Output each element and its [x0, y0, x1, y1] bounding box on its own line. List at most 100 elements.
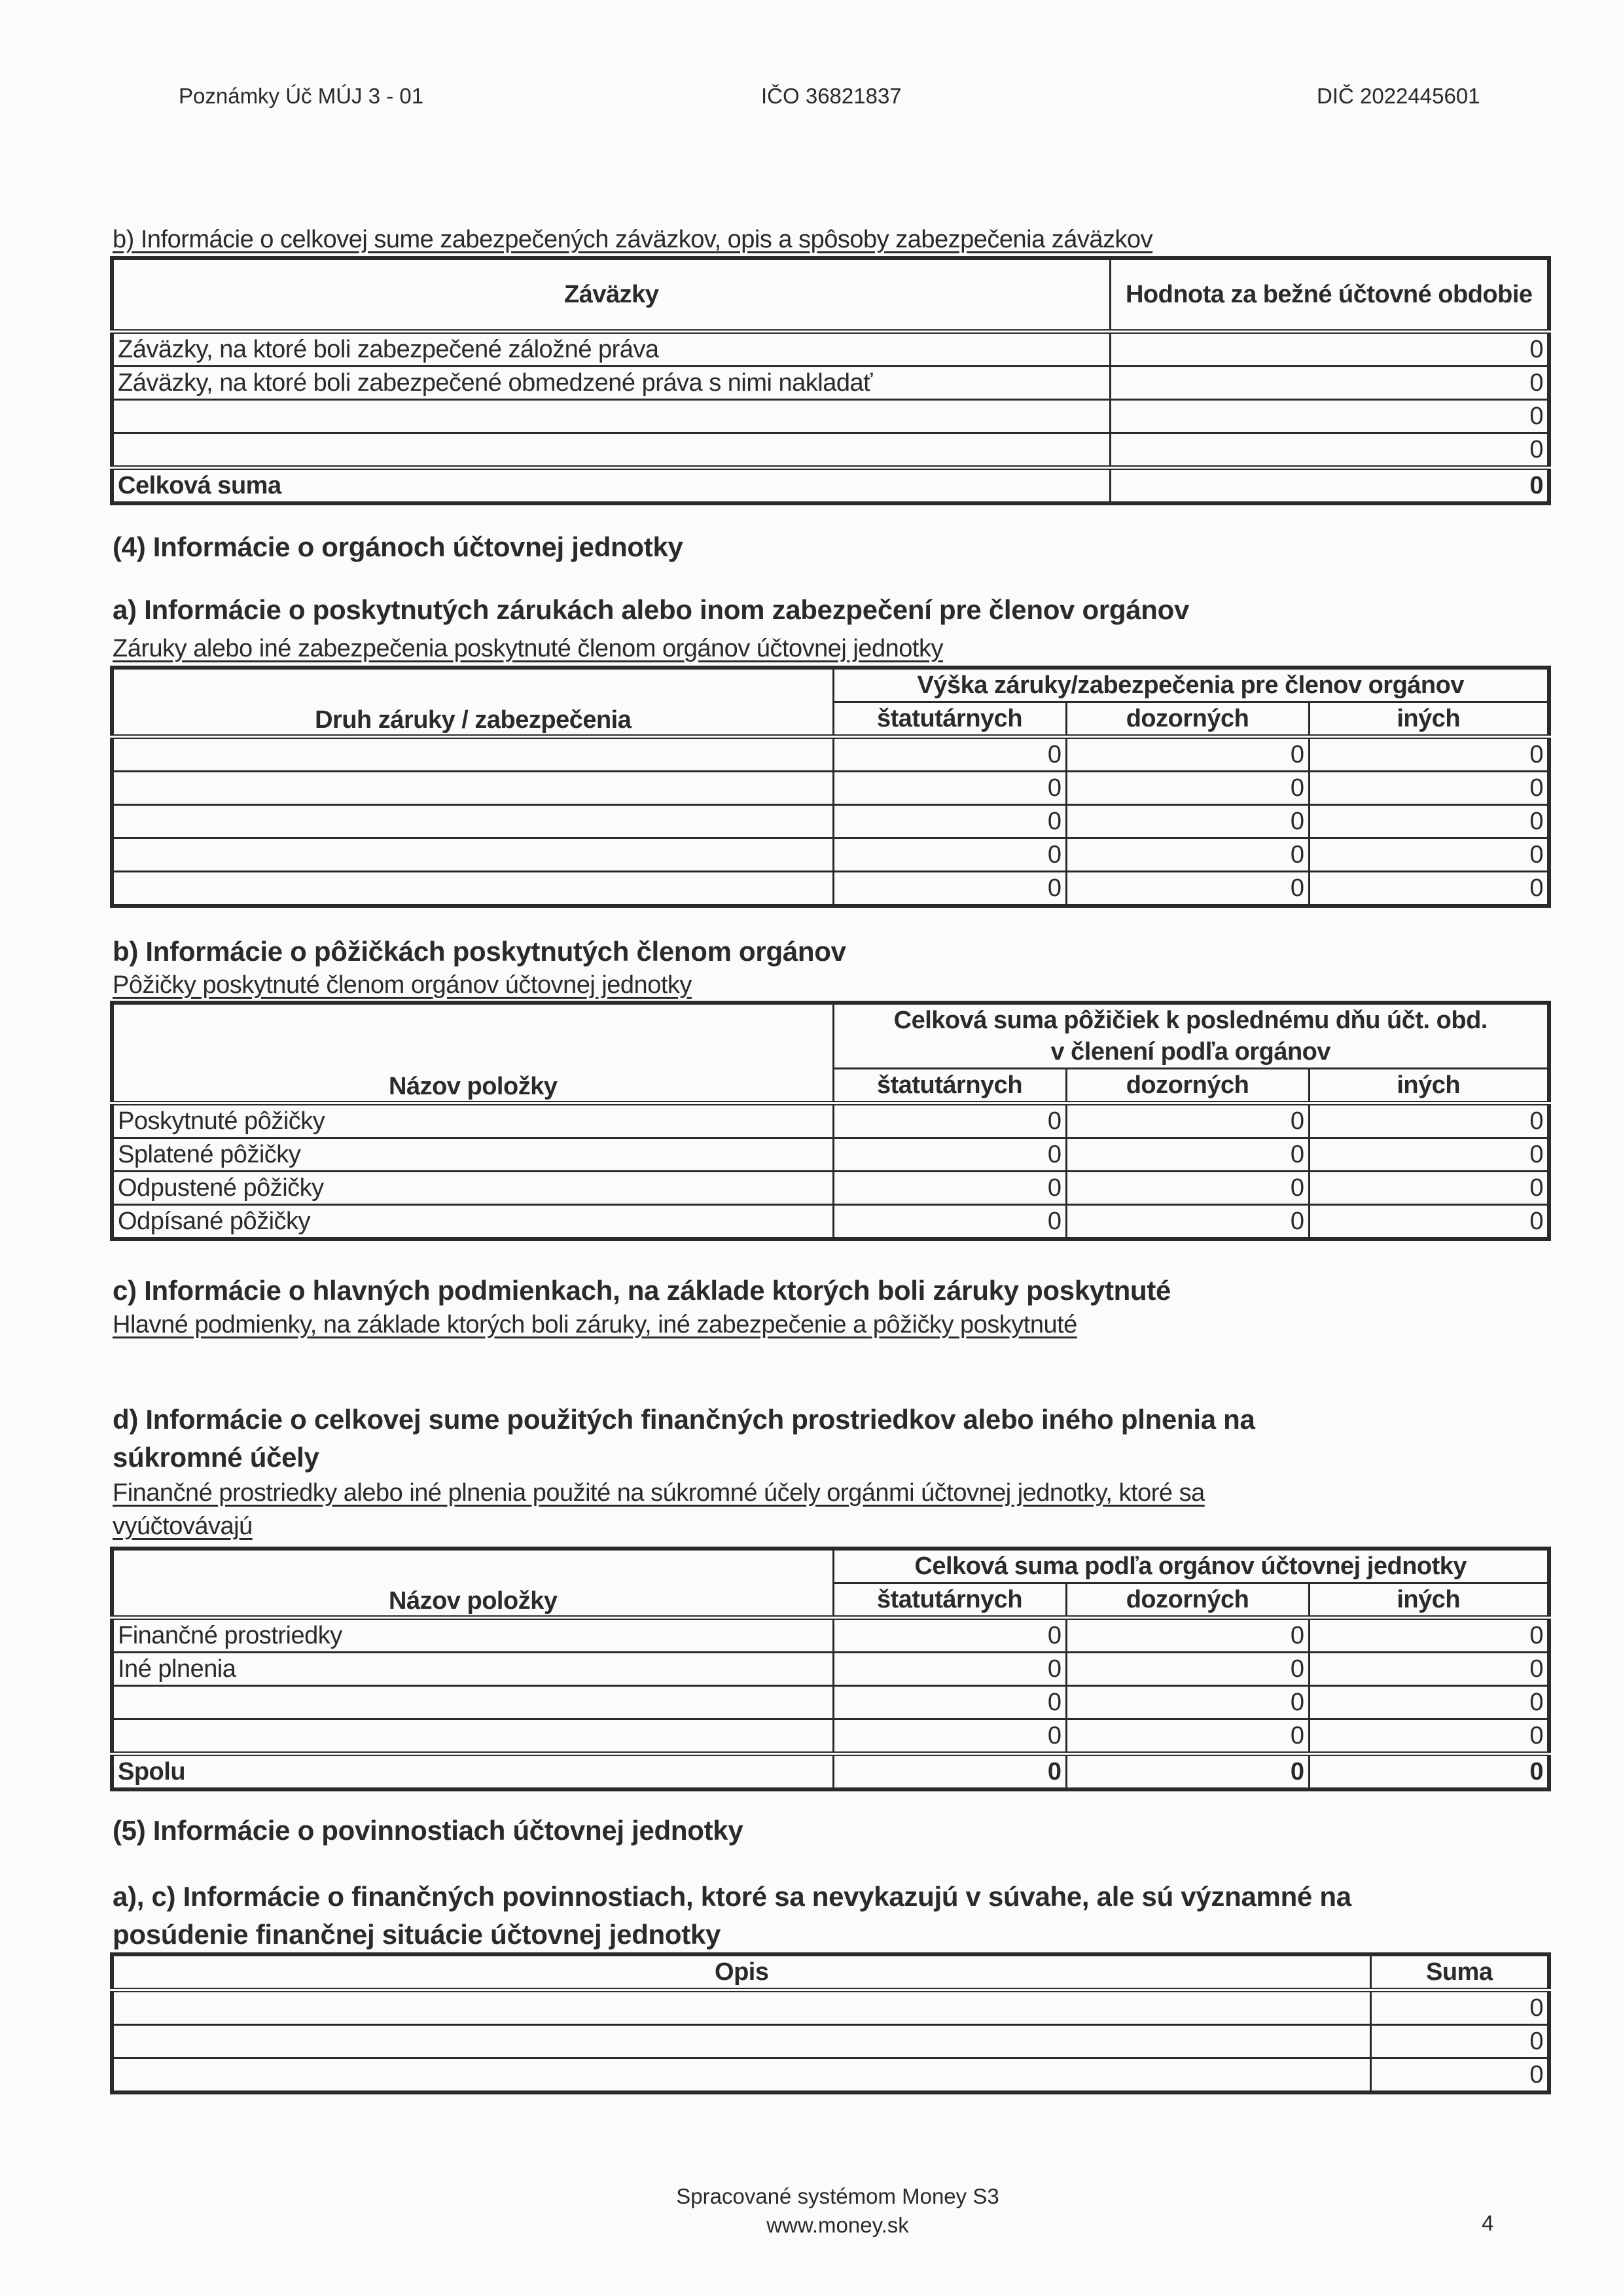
column-header: iných	[1308, 1582, 1550, 1619]
cell-value: 0	[1308, 1170, 1550, 1206]
row-label	[111, 2057, 1372, 2094]
section-heading: súkromné účely	[113, 1442, 319, 1473]
cell-value: 0	[832, 734, 1067, 772]
section-heading: c) Informácie o hlavných podmienkach, na…	[113, 1275, 1171, 1306]
guarantees-table: Druh záruky / zabezpečenia Výška záruky/…	[110, 666, 1551, 908]
row-value: 0	[1109, 365, 1550, 401]
row-label	[111, 1718, 834, 1755]
cell-value: 0	[1308, 804, 1550, 839]
column-header: Druh záruky / zabezpečenia	[111, 666, 834, 738]
total-label: Celková suma	[111, 465, 1111, 505]
cell-value: 0	[832, 1204, 1067, 1240]
loans-table: Názov položky Celková suma pôžičiek k po…	[110, 1001, 1551, 1241]
row-label: Záväzky, na ktoré boli zabezpečené obmed…	[111, 365, 1111, 401]
page-number: 4	[1482, 2211, 1494, 2235]
cell-value: 0	[1308, 734, 1550, 772]
cell-value: 0	[1308, 1204, 1550, 1240]
column-header: iných	[1308, 701, 1550, 738]
cell-value: 0	[1369, 2057, 1550, 2094]
row-label	[111, 870, 834, 907]
cell-value: 0	[832, 804, 1067, 839]
column-header: iných	[1308, 1067, 1550, 1104]
section-heading: (4) Informácie o orgánoch účtovnej jedno…	[113, 531, 683, 562]
cell-value: 0	[832, 1137, 1067, 1172]
cell-value: 0	[1065, 1718, 1310, 1755]
cell-value: 0	[832, 837, 1067, 872]
group-header: Celková suma podľa orgánov účtovnej jedn…	[832, 1547, 1550, 1584]
footer-software: Spracované systémom Money S3	[676, 2184, 999, 2208]
cell-value: 0	[1065, 1651, 1310, 1687]
section-title: b) Informácie o celkovej sume zabezpečen…	[113, 226, 1153, 253]
row-label	[111, 804, 834, 839]
cell-value: 0	[1308, 1685, 1550, 1720]
cell-value: 0	[1308, 1718, 1550, 1755]
cell-value: 0	[832, 770, 1067, 806]
row-label	[111, 1685, 834, 1720]
private-use-table: Názov položky Celková suma podľa orgánov…	[110, 1547, 1551, 1791]
cell-value: 0	[832, 870, 1067, 907]
row-label: Iné plnenia	[111, 1651, 834, 1687]
cell-value: 0	[1065, 870, 1310, 907]
row-label: Finančné prostriedky	[111, 1615, 834, 1653]
section-heading: (5) Informácie o povinnostiach účtovnej …	[113, 1815, 743, 1846]
cell-value: 0	[1065, 804, 1310, 839]
header-dic: DIČ 2022445601	[1317, 84, 1480, 108]
group-header: Výška záruky/zabezpečenia pre členov org…	[832, 666, 1550, 703]
section-subtitle: Finančné prostriedky alebo iné plnenia p…	[113, 1479, 1205, 1507]
section-heading: posúdenie finančnej situácie účtovnej je…	[113, 1919, 721, 1950]
section-heading: a), c) Informácie o finančných povinnost…	[113, 1881, 1351, 1912]
row-label: Odpustené pôžičky	[111, 1170, 834, 1206]
group-header: Celková suma pôžičiek k poslednému dňu ú…	[832, 1001, 1550, 1036]
cell-value: 0	[1065, 734, 1310, 772]
column-header: Názov položky	[111, 1001, 834, 1104]
cell-value: 0	[1308, 1101, 1550, 1139]
cell-value: 0	[832, 1615, 1067, 1653]
row-label	[111, 1988, 1372, 2026]
header-ico: IČO 36821837	[761, 84, 902, 108]
cell-value: 0	[1065, 770, 1310, 806]
column-header: Záväzky	[111, 257, 1111, 332]
cell-value: 0	[1308, 1615, 1550, 1653]
cell-value: 0	[1369, 1988, 1550, 2026]
row-value: 0	[1109, 329, 1550, 367]
row-label: Záväzky, na ktoré boli zabezpečené zálož…	[111, 329, 1111, 367]
total-value: 0	[1308, 1751, 1550, 1791]
row-value: 0	[1109, 399, 1550, 434]
section-subtitle: Pôžičky poskytnuté členom orgánov účtovn…	[113, 971, 692, 999]
group-header: v členení podľa orgánov	[832, 1036, 1550, 1069]
cell-value: 0	[1065, 1685, 1310, 1720]
total-value: 0	[832, 1751, 1067, 1791]
total-value: 0	[1065, 1751, 1310, 1791]
section-heading: b) Informácie o pôžičkách poskytnutých č…	[113, 936, 846, 967]
cell-value: 0	[832, 1685, 1067, 1720]
header-form-id: Poznámky Úč MÚJ 3 - 01	[179, 84, 424, 108]
section-subtitle: Záruky alebo iné zabezpečenia poskytnuté…	[113, 635, 943, 662]
obligations-table: Opis Suma 0 0 0	[110, 1952, 1551, 2094]
total-label: Spolu	[111, 1751, 834, 1791]
cell-value: 0	[1308, 1137, 1550, 1172]
cell-value: 0	[1065, 1204, 1310, 1240]
cell-value: 0	[1065, 1137, 1310, 1172]
footer-url: www.money.sk	[766, 2213, 909, 2237]
column-header: dozorných	[1065, 701, 1310, 738]
cell-value: 0	[832, 1651, 1067, 1687]
cell-value: 0	[1308, 770, 1550, 806]
column-header: Opis	[111, 1953, 1372, 1991]
cell-value: 0	[1065, 1615, 1310, 1653]
section-heading: a) Informácie o poskytnutých zárukách al…	[113, 594, 1190, 625]
column-header: štatutárnych	[832, 1067, 1067, 1104]
section-heading: d) Informácie o celkovej sume použitých …	[113, 1404, 1255, 1435]
row-label	[111, 399, 1111, 434]
column-header: štatutárnych	[832, 1582, 1067, 1619]
column-header: Hodnota za bežné účtovné obdobie	[1109, 257, 1550, 332]
column-header: Suma	[1369, 1953, 1550, 1991]
secured-liabilities-table: Záväzky Hodnota za bežné účtovné obdobie…	[110, 256, 1551, 505]
cell-value: 0	[1065, 1170, 1310, 1206]
cell-value: 0	[832, 1101, 1067, 1139]
cell-value: 0	[1308, 1651, 1550, 1687]
cell-value: 0	[832, 1718, 1067, 1755]
total-value: 0	[1109, 465, 1550, 505]
cell-value: 0	[1308, 837, 1550, 872]
row-value: 0	[1109, 432, 1550, 469]
section-subtitle: Hlavné podmienky, na základe ktorých bol…	[113, 1311, 1077, 1338]
